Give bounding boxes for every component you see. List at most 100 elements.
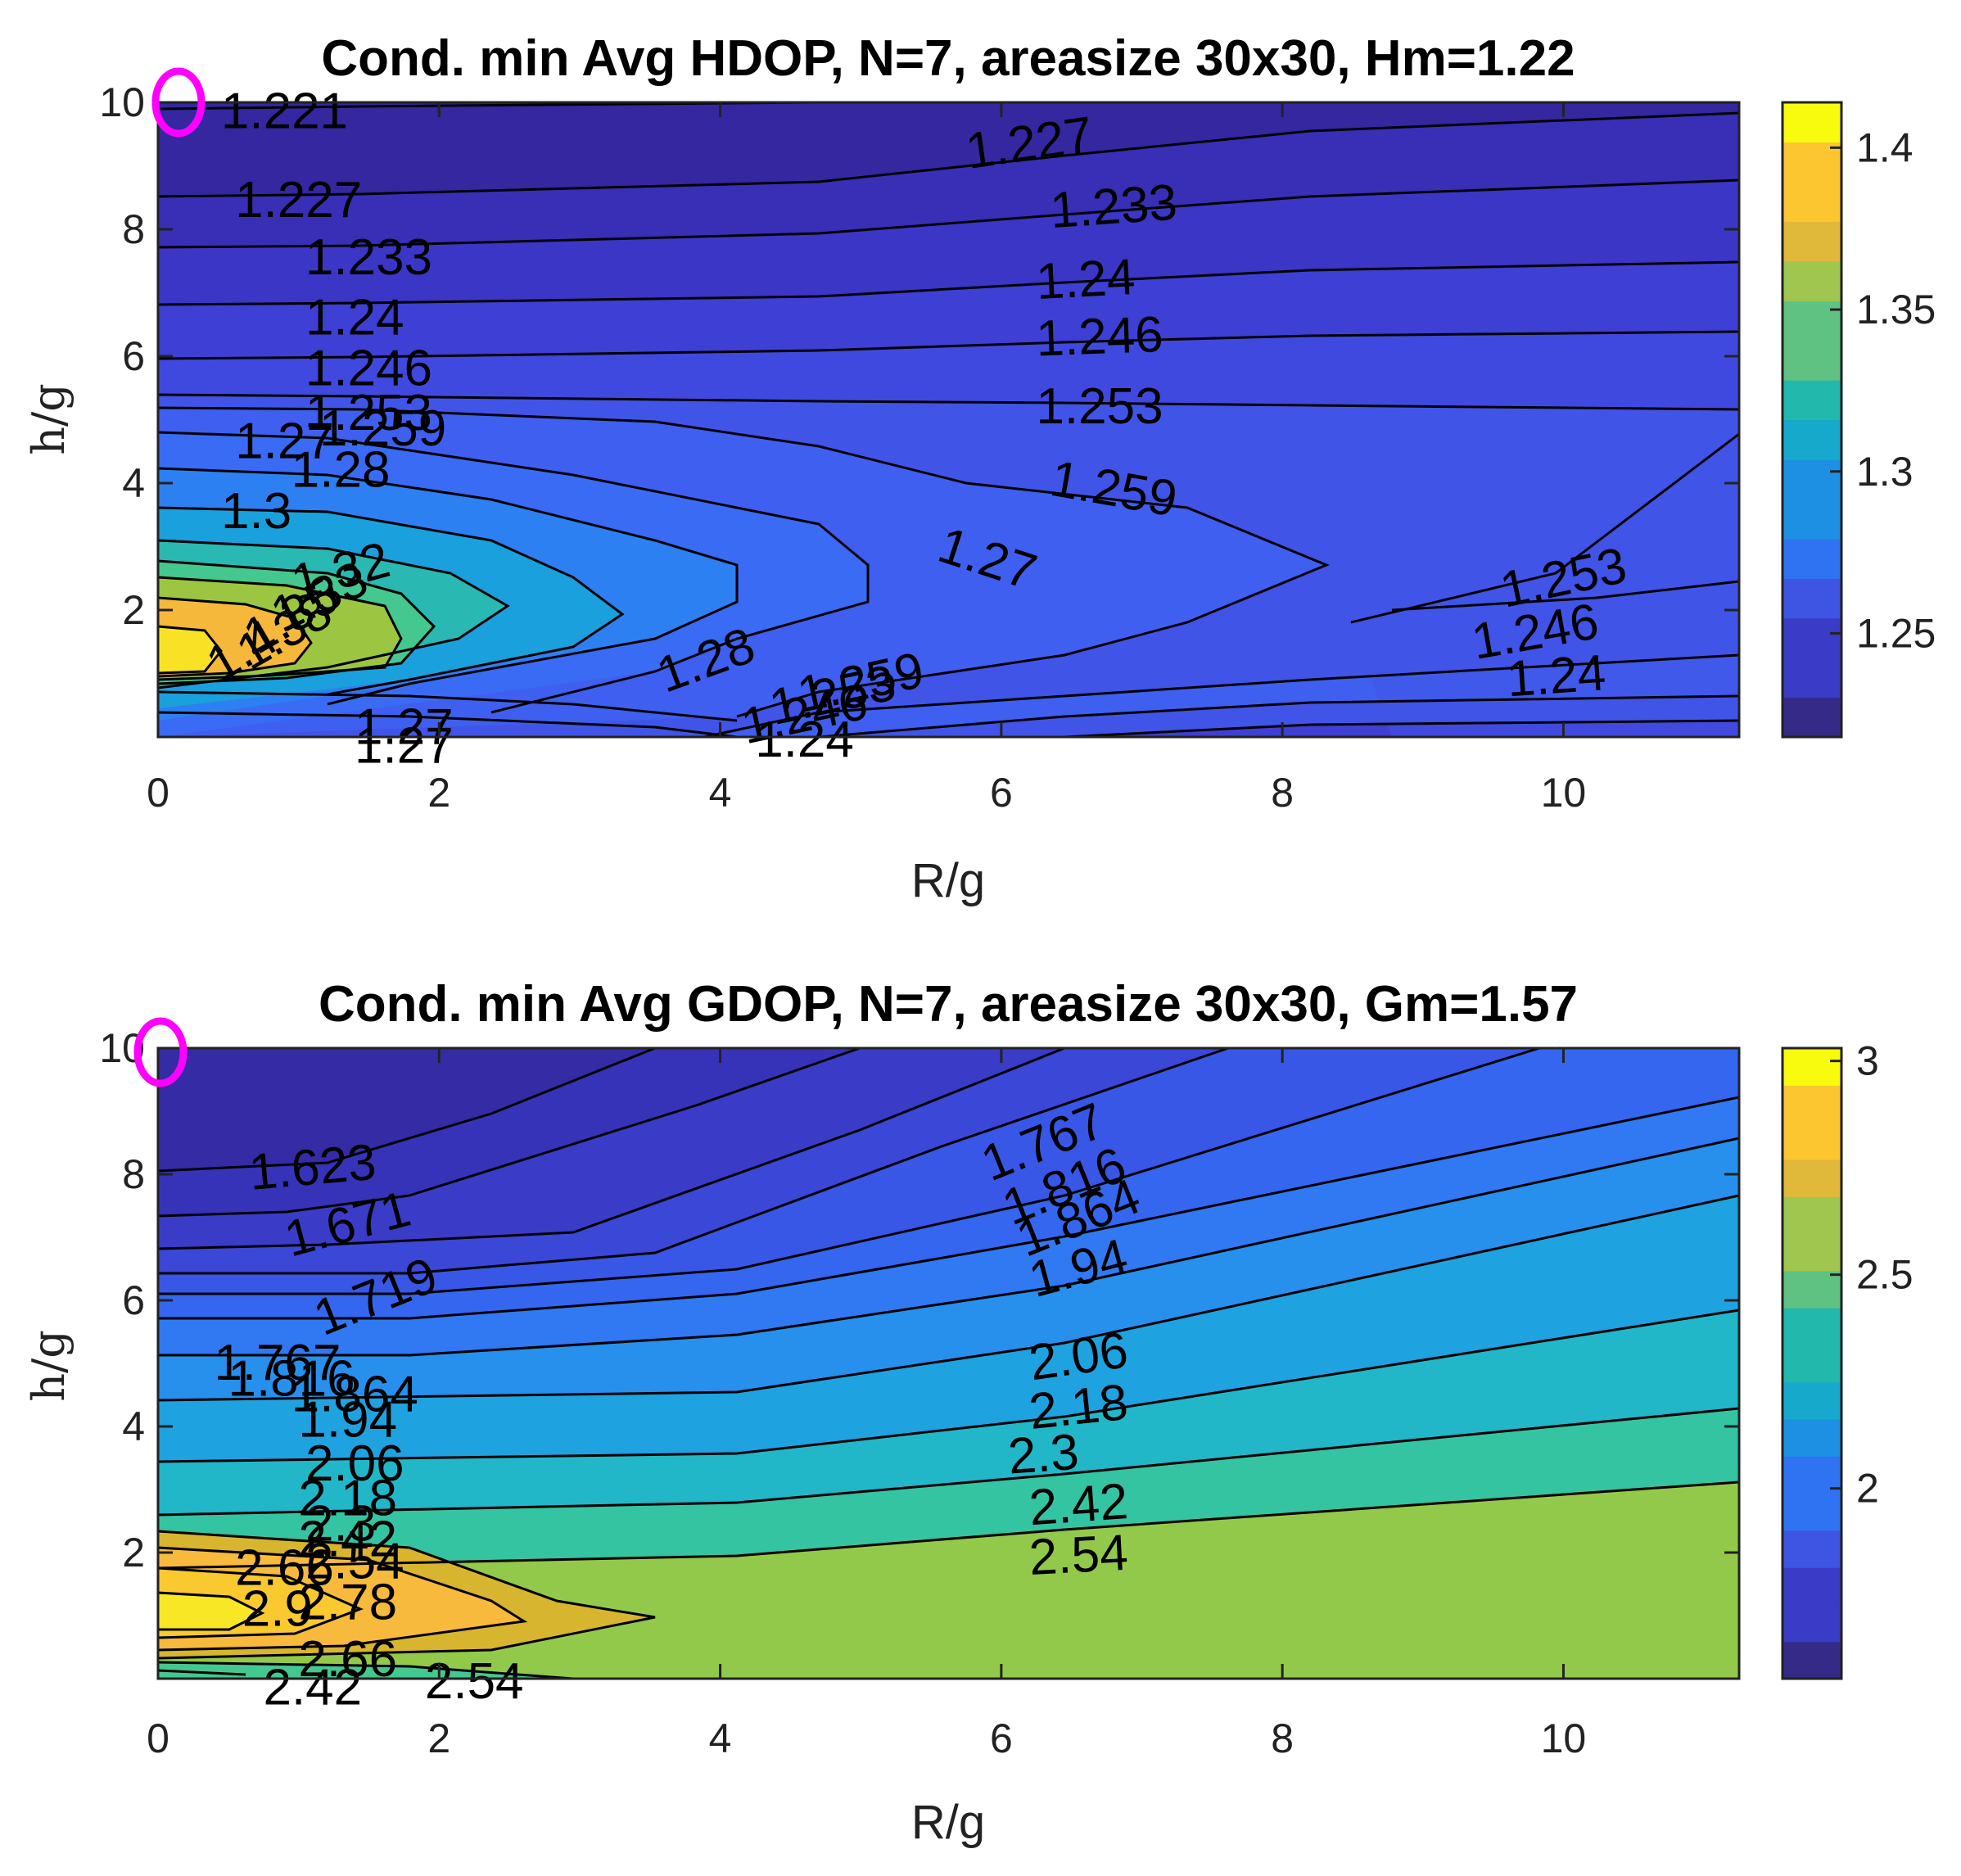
contour-label: 2.54 xyxy=(425,1653,524,1710)
colorbar-band xyxy=(1783,538,1841,579)
contour-label: 1.27 xyxy=(355,718,454,775)
contour-label: 1.246 xyxy=(305,341,432,397)
contour-label: 2.42 xyxy=(1028,1473,1130,1536)
y-tick-label: 4 xyxy=(122,460,145,506)
contour-label: 2.06 xyxy=(1026,1322,1132,1391)
x-tick-label: 8 xyxy=(1271,770,1294,816)
gdop-panel: Cond. min Avg GDOP, N=7, areasize 30x30,… xyxy=(23,976,1914,1849)
colorbar-band xyxy=(1783,459,1841,500)
colorbar-band xyxy=(1783,221,1841,262)
colorbar-band xyxy=(1783,1048,1841,1086)
x-tick-label: 6 xyxy=(990,1716,1013,1761)
gdop-contour-lines xyxy=(158,1048,1739,1679)
colorbar-band xyxy=(1783,658,1841,698)
hdop-band-14 xyxy=(158,626,221,673)
contour-label: 1.221 xyxy=(221,84,348,140)
y-tick-label: 8 xyxy=(122,206,145,252)
colorbar-band xyxy=(1783,578,1841,619)
colorbar-band xyxy=(1783,1418,1841,1457)
x-tick-label: 0 xyxy=(147,770,169,816)
gdop-min-marker xyxy=(133,1017,188,1087)
contour-label: 1.28 xyxy=(291,442,391,499)
contour-label: 1.3 xyxy=(221,483,291,540)
x-tick-label: 10 xyxy=(1541,770,1587,816)
hdop-panel: Cond. min Avg HDOP, N=7, areasize 30x30,… xyxy=(23,30,1936,907)
contour-label: 2.3 xyxy=(1006,1424,1081,1485)
hdop-y-label: h/g xyxy=(23,383,75,455)
contour-label: 1.253 xyxy=(305,385,432,441)
contour-label: 1.24 xyxy=(1035,249,1136,310)
colorbar-band xyxy=(1783,102,1841,143)
colorbar-band xyxy=(1783,1270,1841,1309)
contour-label: 2.54 xyxy=(305,1534,404,1590)
colorbar-band xyxy=(1783,1493,1841,1531)
contour-label: 2.18 xyxy=(1027,1374,1131,1440)
colorbar-band xyxy=(1783,1345,1841,1383)
hdop-contour-fill xyxy=(158,102,1739,737)
contour-label: 2.06 xyxy=(305,1435,404,1492)
colorbar-band xyxy=(1783,1381,1841,1420)
hdop-contour-lines xyxy=(158,102,1739,737)
x-tick-label: 6 xyxy=(990,770,1013,816)
contour-label: 1.24 xyxy=(305,290,404,346)
contour-label: 1.27 xyxy=(355,698,454,755)
hdop-plot-frame xyxy=(156,101,1741,739)
contour-label: 1.27 xyxy=(235,414,334,470)
contour-label: 2.42 xyxy=(263,1660,362,1716)
colorbar-band xyxy=(1783,499,1841,540)
colorbar-band xyxy=(1783,1159,1841,1197)
colorbar-tick-label: 1.3 xyxy=(1856,449,1914,495)
gdop-y-label: h/g xyxy=(23,1330,75,1402)
colorbar-band xyxy=(1783,181,1841,222)
colorbar-band xyxy=(1783,1308,1841,1345)
contour-label: 2.3 xyxy=(305,1495,376,1552)
hdop-colorbar: 1.25 1.3 1.35 1.4 xyxy=(1781,101,1936,739)
contour-label: 1.227 xyxy=(235,172,362,228)
colorbar-tick-label: 1.4 xyxy=(1856,124,1914,170)
x-tick-label: 2 xyxy=(427,770,450,816)
x-tick-label: 4 xyxy=(709,1716,732,1761)
colorbar-band xyxy=(1783,340,1841,381)
hdop-title: Cond. min Avg HDOP, N=7, areasize 30x30,… xyxy=(321,30,1575,87)
colorbar-band xyxy=(1783,301,1841,341)
y-tick-label: 10 xyxy=(99,79,145,125)
x-tick-label: 8 xyxy=(1271,1716,1294,1761)
colorbar-band xyxy=(1783,1604,1841,1643)
contour-label: 1.864 xyxy=(291,1367,418,1423)
colorbar-band xyxy=(1783,617,1841,658)
contour-label: 2.66 xyxy=(235,1539,334,1596)
colorbar-band xyxy=(1783,1233,1841,1272)
colorbar-tick-label: 2.5 xyxy=(1856,1252,1914,1298)
y-tick-label: 6 xyxy=(122,333,145,379)
contour-label: 1.24 xyxy=(755,712,854,768)
y-tick-label: 4 xyxy=(122,1404,145,1449)
y-tick-label: 2 xyxy=(122,1530,145,1575)
colorbar-band xyxy=(1783,697,1841,738)
contour-label: 1.259 xyxy=(319,400,446,457)
contour-label: 2.9 xyxy=(242,1580,313,1637)
x-tick-label: 4 xyxy=(709,770,732,816)
colorbar-band xyxy=(1783,260,1841,301)
colorbar-band xyxy=(1783,380,1841,421)
x-tick-label: 10 xyxy=(1541,1716,1587,1761)
colorbar-band xyxy=(1783,1085,1841,1123)
gdop-colorbar: 22.53 xyxy=(1781,1038,1914,1680)
gdop-plot-frame xyxy=(156,1046,1741,1680)
hdop-min-marker xyxy=(151,67,206,138)
colorbar-band xyxy=(1783,1196,1841,1235)
gdop-contour-fill xyxy=(158,1048,1739,1679)
colorbar-band xyxy=(1783,1122,1841,1160)
contour-label: 2.78 xyxy=(298,1575,397,1631)
colorbar-tick-label: 3 xyxy=(1856,1038,1879,1084)
contour-label: 1.816 xyxy=(228,1350,355,1407)
gdop-x-label: R/g xyxy=(911,1796,985,1849)
contour-label: 2.42 xyxy=(298,1512,397,1568)
colorbar-band xyxy=(1783,1641,1841,1679)
colorbar-tick-label: 1.25 xyxy=(1856,610,1936,656)
contour-label: 1.233 xyxy=(1048,174,1179,240)
x-tick-label: 0 xyxy=(147,1716,169,1761)
gdop-title: Cond. min Avg GDOP, N=7, areasize 30x30,… xyxy=(319,976,1578,1033)
y-tick-label: 8 xyxy=(122,1151,145,1197)
